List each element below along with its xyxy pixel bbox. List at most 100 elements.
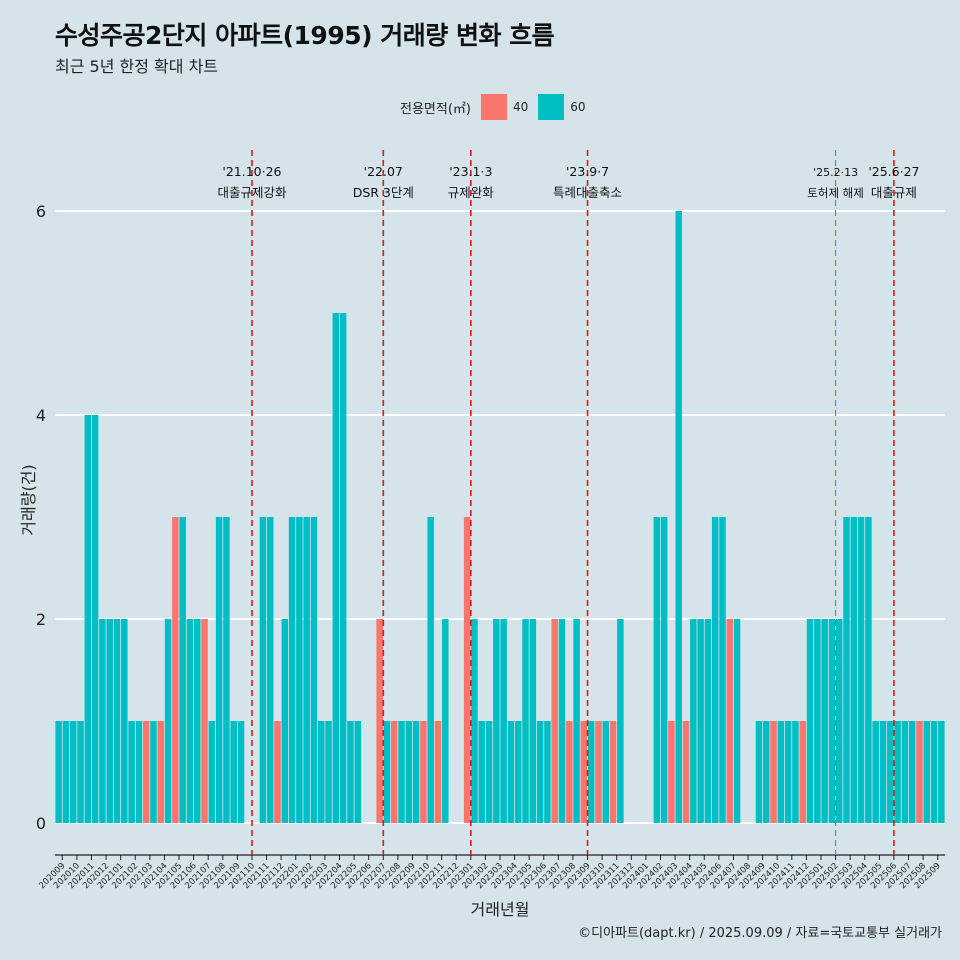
legend-label-60: 60	[570, 100, 586, 114]
chart-subtitle: 최근 5년 한정 확대 차트	[55, 57, 219, 76]
event-label: 규제완화	[448, 185, 495, 200]
legend: 전용면적(㎡) 40 60	[400, 93, 586, 121]
bar-202509-60	[938, 721, 945, 823]
bar-202409-60	[755, 721, 763, 823]
bar-202412-60	[806, 619, 814, 823]
bar-202406-60	[711, 517, 719, 823]
bar-202310-60	[602, 721, 610, 823]
bar-202302-60	[485, 721, 493, 823]
bar-202205-60	[347, 721, 354, 823]
bar-202009-60	[55, 721, 62, 823]
y-axis-title: 거래량(건)	[19, 464, 38, 535]
bar-202405-60	[704, 619, 712, 823]
bar-202106-60	[186, 619, 194, 823]
bar-202309-60	[587, 721, 595, 823]
bar-202502-60	[835, 619, 843, 823]
bar-202104-40	[157, 721, 165, 823]
bar-202304-60	[514, 721, 522, 823]
event-date: '21.10·26	[222, 164, 281, 179]
bar-202306-60	[544, 721, 551, 823]
bar-202104-60	[164, 619, 172, 823]
bar-202303-60	[493, 619, 500, 823]
bar-202311-60	[617, 619, 624, 823]
bar-202309-40	[580, 721, 588, 823]
bar-202508-60	[923, 721, 931, 823]
bar-202207-60	[383, 721, 391, 823]
bar-202505-60	[879, 721, 887, 823]
legend-swatch-60	[538, 94, 565, 120]
bar-202209-60	[405, 721, 413, 823]
event-date: '22.07	[364, 164, 403, 179]
event-date: '25.2·13	[813, 166, 858, 179]
y-tick-label: 6	[36, 202, 46, 221]
bar-202411-60	[784, 721, 792, 823]
bar-202106-60	[194, 619, 201, 823]
bar-202307-60	[558, 619, 566, 823]
bar-202502-60	[828, 619, 836, 823]
bar-202305-60	[529, 619, 537, 823]
bar-202307-40	[551, 619, 558, 823]
y-tick-label: 2	[36, 610, 46, 629]
bar-202202-60	[303, 517, 310, 823]
bar-202404-40	[682, 721, 690, 823]
bar-202009-60	[62, 721, 70, 823]
bar-202012-60	[106, 619, 113, 823]
bar-202010-60	[77, 721, 84, 823]
bar-202202-60	[310, 517, 318, 823]
bar-202112-60	[281, 619, 289, 823]
bar-202301-60	[471, 619, 478, 823]
bar-202210-60	[427, 517, 434, 823]
event-label: 특례대출축소	[553, 185, 622, 200]
bar-202204-60	[332, 313, 340, 823]
bar-202208-60	[398, 721, 405, 823]
bar-202012-60	[99, 619, 106, 823]
bar-202010-60	[69, 721, 77, 823]
event-label: 대출규제강화	[217, 185, 287, 200]
bar-202109-60	[237, 721, 245, 823]
bar-202011-60	[84, 415, 92, 823]
bar-202101-60	[121, 619, 128, 823]
bar-202108-60	[215, 517, 223, 823]
bar-202407-60	[733, 619, 741, 823]
bar-202501-60	[814, 619, 821, 823]
bar-202203-60	[325, 721, 332, 823]
bar-202505-60	[872, 721, 879, 823]
event-date: '23.1·3	[449, 164, 492, 179]
bar-202205-60	[354, 721, 361, 823]
legend-title: 전용면적(㎡)	[400, 101, 471, 117]
event-label: 대출규제	[871, 185, 917, 200]
bar-202102-60	[128, 721, 135, 823]
bar-202105-60	[179, 517, 186, 823]
bar-202503-60	[850, 517, 858, 823]
event-date: '25.6·27	[868, 164, 919, 179]
bar-202111-60	[259, 517, 267, 823]
bar-202405-60	[697, 619, 704, 823]
bar-202504-60	[865, 517, 872, 823]
bar-202305-60	[522, 619, 529, 823]
bar-202501-60	[821, 619, 828, 823]
bar-202504-60	[857, 517, 865, 823]
bar-202302-60	[478, 721, 486, 823]
bar-202506-60	[894, 721, 901, 823]
y-tick-label: 4	[36, 406, 46, 425]
bar-202503-60	[843, 517, 850, 823]
chart-title: 수성주공2단지 아파트(1995) 거래량 변화 흐름	[55, 21, 555, 50]
bar-202204-60	[339, 313, 347, 823]
bar-202403-40	[668, 721, 675, 823]
bar-202103-40	[142, 721, 150, 823]
bar-202011-60	[91, 415, 99, 823]
bar-202201-60	[288, 517, 296, 823]
bar-202111-60	[266, 517, 274, 823]
bar-202107-60	[208, 721, 216, 823]
bar-202109-60	[230, 721, 237, 823]
bar-202410-60	[777, 721, 785, 823]
bar-202112-40	[274, 721, 281, 823]
bar-202406-60	[719, 517, 726, 823]
bar-202209-60	[412, 721, 420, 823]
bar-202310-40	[595, 721, 602, 823]
bar-202207-40	[376, 619, 383, 823]
bar-202102-60	[135, 721, 143, 823]
bar-202304-60	[507, 721, 515, 823]
bar-202412-40	[799, 721, 806, 823]
